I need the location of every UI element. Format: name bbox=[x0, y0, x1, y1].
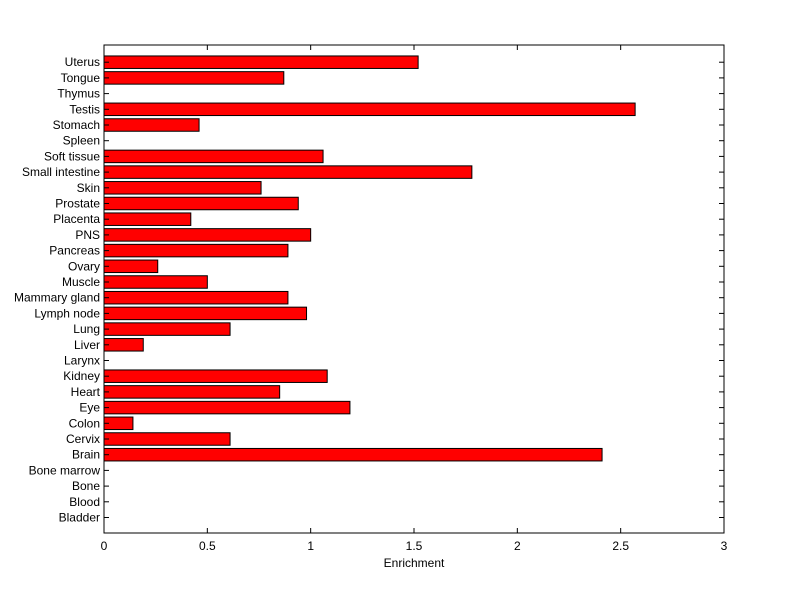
bar bbox=[103, 212, 192, 226]
ticks-layer bbox=[103, 45, 725, 533]
bar bbox=[103, 432, 231, 446]
y-tick-label: Pancreas bbox=[49, 244, 100, 258]
bar bbox=[103, 306, 308, 321]
y-tick-label: Eye bbox=[79, 401, 100, 415]
y-tick-label: Skin bbox=[77, 181, 100, 195]
bar bbox=[103, 118, 200, 132]
y-tick-label: PNS bbox=[75, 228, 100, 242]
bar bbox=[103, 369, 328, 383]
y-tick-label: Testis bbox=[69, 102, 100, 116]
bar bbox=[103, 275, 208, 289]
bar bbox=[103, 196, 299, 211]
x-tick-label: 1.5 bbox=[406, 539, 423, 553]
y-tick-label: Muscle bbox=[62, 275, 100, 289]
bar bbox=[103, 71, 285, 85]
bar bbox=[103, 338, 144, 352]
x-tick-label: 1 bbox=[307, 539, 314, 553]
bar bbox=[103, 181, 262, 195]
x-tick-label: 2 bbox=[514, 539, 521, 553]
x-tick-labels: 0 0.5 1 1.5 2 2.5 3 bbox=[101, 539, 728, 553]
y-tick-label: Uterus bbox=[65, 55, 100, 69]
y-tick-label: Liver bbox=[74, 338, 100, 352]
bar bbox=[103, 385, 281, 399]
bar bbox=[103, 243, 289, 258]
bar bbox=[103, 149, 324, 164]
y-tick-label: Bladder bbox=[59, 511, 100, 525]
bar bbox=[103, 447, 603, 462]
bar bbox=[103, 400, 351, 415]
y-tick-label: Soft tissue bbox=[44, 149, 100, 163]
bar bbox=[103, 322, 231, 336]
y-tick-label: Spleen bbox=[63, 134, 100, 148]
y-tick-label: Heart bbox=[71, 385, 101, 399]
bar bbox=[103, 102, 636, 117]
bar bbox=[103, 165, 473, 179]
y-tick-label: Thymus bbox=[57, 87, 100, 101]
y-tick-label: Prostate bbox=[55, 197, 100, 211]
y-tick-label: Lung bbox=[73, 322, 100, 336]
x-tick-label: 0 bbox=[101, 539, 108, 553]
y-tick-label: Bone bbox=[72, 479, 100, 493]
x-tick-label: 3 bbox=[721, 539, 728, 553]
bars-layer bbox=[103, 55, 636, 462]
y-tick-label: Lymph node bbox=[34, 306, 100, 320]
y-tick-label: Colon bbox=[69, 416, 100, 430]
y-tick-label: Blood bbox=[69, 495, 100, 509]
y-tick-label: Placenta bbox=[53, 212, 100, 226]
bar bbox=[103, 55, 419, 69]
x-axis-label: Enrichment bbox=[384, 556, 445, 570]
y-tick-label: Stomach bbox=[53, 118, 100, 132]
bar bbox=[103, 290, 289, 305]
y-tick-label: Larynx bbox=[64, 354, 100, 368]
y-tick-label: Cervix bbox=[66, 432, 100, 446]
x-tick-label: 2.5 bbox=[612, 539, 629, 553]
bar bbox=[103, 228, 312, 242]
y-tick-label: Small intestine bbox=[22, 165, 100, 179]
y-tick-label: Brain bbox=[72, 448, 100, 462]
y-tick-label: Bone marrow bbox=[29, 463, 101, 477]
x-tick-label: 0.5 bbox=[199, 539, 216, 553]
y-tick-label: Ovary bbox=[68, 259, 100, 273]
plot-frame bbox=[103, 44, 725, 534]
y-tick-label: Kidney bbox=[63, 369, 100, 383]
bar bbox=[103, 259, 159, 274]
y-tick-label: Tongue bbox=[61, 71, 101, 85]
y-tick-label: Mammary gland bbox=[14, 291, 100, 305]
